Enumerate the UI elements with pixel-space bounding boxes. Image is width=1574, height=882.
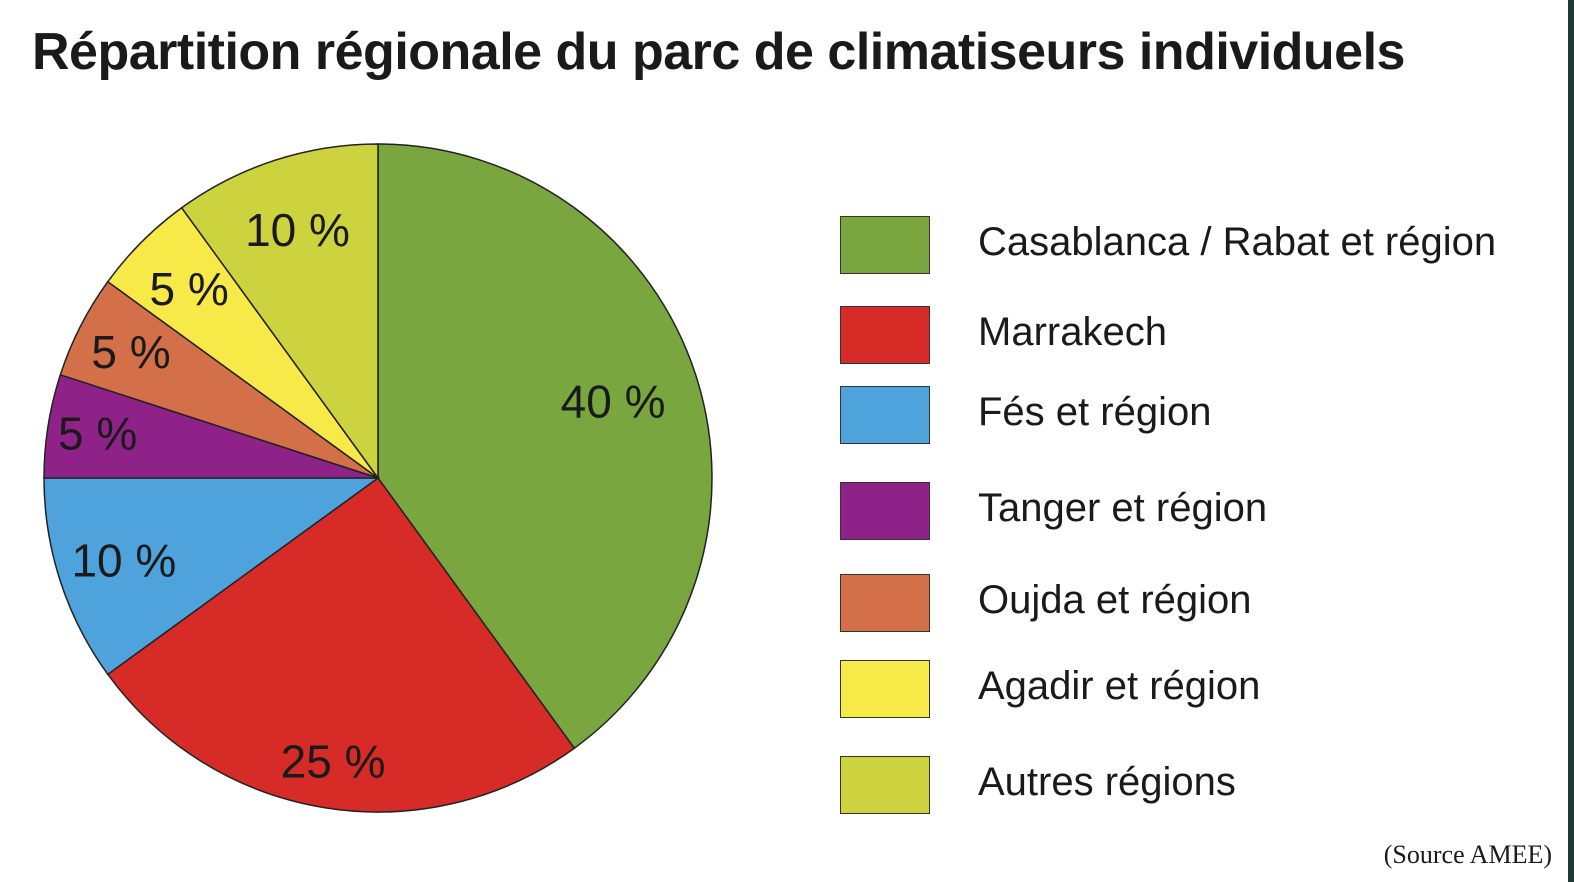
pie-slice-6: [180, 143, 379, 481]
legend-label: Tanger et région: [978, 486, 1268, 530]
legend-item-fes: Fés et région: [840, 386, 1540, 448]
slice-label-6: 10 %: [245, 204, 350, 256]
slice-label-5: 5 %: [149, 263, 228, 315]
source-note: (Source AMEE): [1383, 840, 1552, 869]
legend-label: Marrakech: [978, 310, 1167, 354]
pie-slice-1: [106, 476, 576, 813]
legend-label: Autres régions: [978, 760, 1236, 804]
slice-label-4: 5 %: [91, 326, 170, 378]
slice-label-2: 10 %: [71, 535, 176, 587]
legend-item-marrakech: Marrakech: [840, 306, 1540, 368]
legend-swatch: [840, 574, 930, 632]
legend-item-casablanca: Casablanca / Rabat et région: [840, 216, 1540, 278]
legend-swatch: [840, 386, 930, 444]
legend-label: Oujda et région: [978, 578, 1252, 622]
legend-label: Agadir et région: [978, 664, 1261, 708]
legend-swatch: [840, 756, 930, 814]
slice-label-3: 5 %: [58, 408, 137, 460]
legend-swatch: [840, 306, 930, 364]
slice-label-0: 40 %: [561, 376, 666, 428]
chart-title: Répartition régionale du parc de climati…: [32, 23, 1405, 81]
slice-label-1: 25 %: [281, 736, 386, 788]
pie-slice-2: [43, 477, 381, 676]
legend-label: Fés et région: [978, 390, 1212, 434]
legend-swatch: [840, 216, 930, 274]
legend-item-agadir: Agadir et région: [840, 660, 1540, 722]
pie-slice-0: [377, 143, 713, 750]
legend-label: Casablanca / Rabat et région: [978, 220, 1497, 264]
legend-item-oujda: Oujda et région: [840, 574, 1540, 636]
legend-item-tanger: Tanger et région: [840, 482, 1540, 544]
legend-item-autres: Autres régions: [840, 756, 1540, 818]
right-border: [1568, 0, 1574, 882]
pie-chart: 40 % 25 % 10 % 5 % 5 % 5 % 10 %: [43, 143, 713, 813]
legend-swatch: [840, 482, 930, 540]
legend-swatch: [840, 660, 930, 718]
